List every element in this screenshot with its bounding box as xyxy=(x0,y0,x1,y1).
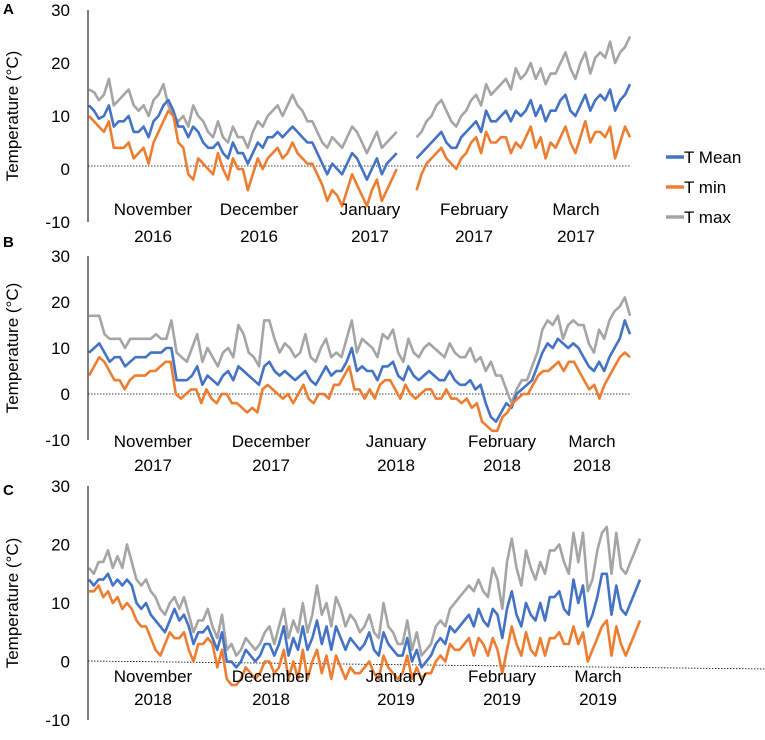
series-line-t-max xyxy=(89,296,632,405)
month-label: February xyxy=(468,432,537,451)
year-label: 2016 xyxy=(134,227,172,246)
y-tick-label: 20 xyxy=(51,293,70,312)
month-label: November xyxy=(114,667,193,686)
panel-C: C 30 20 10 0 -10 Temperature (°C) November 2018 D… xyxy=(3,477,765,730)
y-tick-label: 0 xyxy=(61,160,70,179)
month-label: December xyxy=(232,432,311,451)
y-tick-label: 20 xyxy=(51,54,70,73)
panel-B: B 30 20 10 0 -10 Temperature (°C) November 2017 D… xyxy=(3,234,632,475)
y-tick-label: 10 xyxy=(51,339,70,358)
series-line-t-mean xyxy=(88,83,632,181)
series-line-t-min xyxy=(88,109,632,208)
y-axis-label: Temperature (°C) xyxy=(3,538,22,669)
year-label: 2019 xyxy=(377,690,415,709)
panel-letter: C xyxy=(3,482,14,499)
series-line-t-max xyxy=(87,525,642,657)
year-label: 2018 xyxy=(573,456,611,475)
y-tick-label: 10 xyxy=(51,107,70,126)
month-label: January xyxy=(340,200,401,219)
month-label: January xyxy=(366,667,427,686)
series-line-t-mean xyxy=(87,572,642,669)
year-label: 2018 xyxy=(134,690,172,709)
y-tick-label: 30 xyxy=(51,477,70,496)
y-tick-label: -10 xyxy=(45,431,70,450)
month-label: November xyxy=(114,200,193,219)
y-axis-label: Temperature (°C) xyxy=(3,51,22,182)
year-label: 2018 xyxy=(483,456,521,475)
y-tick-label: 0 xyxy=(61,385,70,404)
panel-letter: A xyxy=(3,1,14,18)
year-label: 2018 xyxy=(252,690,290,709)
series-line-t-max xyxy=(88,35,632,155)
month-label: December xyxy=(232,667,311,686)
y-tick-label: 0 xyxy=(61,653,70,672)
year-label: 2018 xyxy=(377,456,415,475)
y-tick-label: -10 xyxy=(45,213,70,232)
legend-label: T max xyxy=(684,208,731,227)
year-label: 2016 xyxy=(240,227,278,246)
series-line-t-min xyxy=(87,351,631,433)
year-label: 2019 xyxy=(483,690,521,709)
series-line-t-mean xyxy=(88,319,632,423)
y-tick-label: 30 xyxy=(51,1,70,20)
year-label: 2017 xyxy=(252,456,290,475)
year-label: 2017 xyxy=(455,227,493,246)
legend-label: T min xyxy=(684,178,726,197)
month-label: March xyxy=(574,667,621,686)
legend: T Mean T min T max xyxy=(666,148,741,227)
year-label: 2019 xyxy=(579,690,617,709)
month-label: February xyxy=(468,667,537,686)
month-label: December xyxy=(220,200,299,219)
month-label: January xyxy=(366,432,427,451)
year-label: 2017 xyxy=(134,456,172,475)
year-label: 2017 xyxy=(351,227,389,246)
legend-label: T Mean xyxy=(684,148,741,167)
year-label: 2017 xyxy=(557,227,595,246)
zero-line xyxy=(87,660,765,670)
month-label: November xyxy=(114,432,193,451)
y-tick-label: 10 xyxy=(51,594,70,613)
series-line-t-min xyxy=(89,584,642,687)
y-tick-label: 20 xyxy=(51,536,70,555)
y-axis-label: Temperature (°C) xyxy=(3,283,22,414)
panel-letter: B xyxy=(3,234,14,251)
panel-A: A 30 20 10 0 -10 Temperature (°C) November 2016 D… xyxy=(3,1,632,246)
y-tick-label: -10 xyxy=(45,711,70,730)
month-label: March xyxy=(552,200,599,219)
month-label: March xyxy=(568,432,615,451)
y-tick-label: 30 xyxy=(51,247,70,266)
month-label: February xyxy=(440,200,509,219)
